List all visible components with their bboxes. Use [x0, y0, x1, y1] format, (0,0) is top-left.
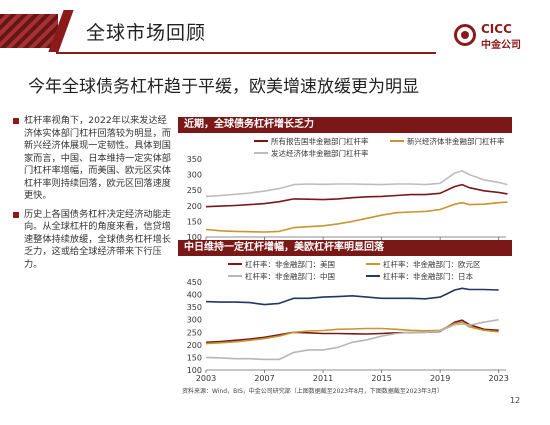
- series-line: [205, 321, 499, 345]
- bullet-item: 杠杆率视角下，2022年以来发达经济体实体部门杠杆回落较为明显，而新兴经济体展现…: [12, 115, 172, 203]
- series-line: [205, 170, 508, 198]
- y-tick-label: 450: [187, 278, 202, 287]
- chart-title: 中日维持一定杠杆增幅，美欧杠杆率明显回落: [178, 240, 512, 256]
- x-tick-label: 2003: [196, 374, 216, 383]
- y-tick-label: 150: [187, 217, 202, 226]
- header-band: 全球市场回顾: [0, 0, 550, 54]
- y-tick-label: 300: [187, 316, 202, 325]
- x-tick-label: 2011: [313, 374, 333, 383]
- y-tick-label: 350: [187, 303, 202, 312]
- y-tick-label: 200: [187, 202, 202, 211]
- legend-label: 杠杆率：非金融部门：欧元区: [383, 259, 481, 269]
- cicc-logo-icon: [454, 24, 476, 46]
- x-tick-label: 2023: [489, 374, 509, 383]
- y-tick-label: 250: [187, 328, 202, 337]
- logo-text-cn: 中金公司: [481, 40, 521, 51]
- page-title: 全球市场回顾: [86, 22, 207, 44]
- chart-top-svg: 1001502002503003502003200720112015201920…: [187, 136, 509, 250]
- series-line: [205, 318, 499, 361]
- series-line: [205, 287, 499, 306]
- cicc-logo: CICC 中金公司: [454, 22, 532, 54]
- y-tick-label: 150: [187, 353, 202, 362]
- y-tick-label: 300: [187, 171, 202, 180]
- y-tick-label: 250: [187, 186, 202, 195]
- legend-label: 新兴经济体非金融部门杠杆率: [407, 136, 505, 146]
- y-tick-label: 100: [187, 233, 202, 242]
- chart-title: 近期，全球债务杠杆增长乏力: [178, 117, 512, 133]
- series-line: [205, 201, 508, 233]
- header-stripe-decoration: [0, 14, 58, 48]
- bullet-item: 历史上各国债务杠杆决定经济动能走向。从全球杠杆的角度来看，信贷增速整体持续放缓，…: [12, 209, 172, 272]
- x-tick-label: 2007: [254, 374, 274, 383]
- header-underline: [56, 52, 436, 54]
- chart-panel-top: 近期，全球债务杠杆增长乏力 10015020025030035020032007…: [178, 117, 512, 257]
- legend-label: 发达经济体非金融部门杠杆率: [271, 148, 369, 158]
- chart-panel-bottom: 中日维持一定杠杆增幅，美欧杠杆率明显回落 100 150 200 250 300 350 4…: [178, 240, 512, 388]
- y-tick-label: 400: [187, 291, 202, 300]
- y-tick-label: 100: [187, 366, 202, 375]
- legend-label: 杠杆率：非金融部门：美国: [245, 259, 335, 269]
- x-tick-label: 2015: [371, 374, 391, 383]
- y-tick-label: 200: [187, 341, 202, 350]
- legend-label: 杠杆率：非金融部门：中国: [245, 271, 335, 281]
- y-tick-label: 350: [187, 155, 202, 164]
- slide-subtitle: 今年全球债务杠杆趋于平缓，欧美增速放缓更为明显: [28, 77, 419, 97]
- bullet-list: 杠杆率视角下，2022年以来发达经济体实体部门杠杆回落较为明显，而新兴经济体展现…: [12, 115, 172, 277]
- source-note: 资料来源：Wind，BIS，中金公司研究部（上图数据截至2023年8月，下图数据…: [182, 388, 443, 395]
- chart-bottom-svg: 100 150 200 250 300 350 400 450 2003 2007 2011 2015…: [187, 259, 509, 383]
- page-number: 12: [510, 396, 521, 405]
- logo-text-en: CICC: [481, 22, 512, 36]
- series-line: [205, 183, 508, 208]
- x-tick-label: 2019: [430, 374, 450, 383]
- legend-label: 杠杆率：非金融部门：日本: [383, 271, 473, 281]
- series-line: [205, 319, 499, 344]
- legend-label: 所有报告国非金融部门杠杆率: [271, 136, 369, 146]
